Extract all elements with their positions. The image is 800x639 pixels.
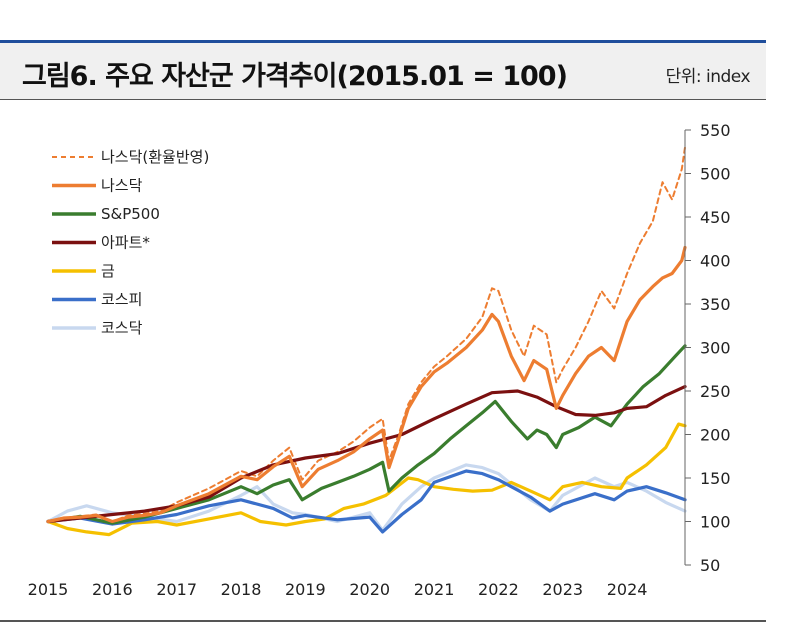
plot-area: [46, 146, 687, 537]
top-rule: [0, 40, 766, 43]
x-tick-label: 2022: [478, 580, 519, 599]
y-tick-label: 500: [700, 165, 731, 184]
series-line-kosdaq: [46, 463, 687, 532]
legend-label-apart: 아파트*: [101, 234, 150, 252]
y-tick-label: 550: [700, 121, 731, 140]
series-line-nasdaq: [46, 245, 687, 524]
series-line-kospi: [46, 469, 687, 534]
x-tick-label: 2019: [285, 580, 326, 599]
y-tick-label: 200: [700, 426, 731, 445]
legend-label-gold: 금: [101, 262, 115, 280]
x-tick-label: 2020: [349, 580, 390, 599]
legend-label-sp500: S&P500: [101, 205, 160, 223]
y-tick-label: 450: [700, 208, 731, 227]
y-axis: 50 100 150 200 250 300 350 400 450 500 550: [684, 121, 731, 575]
figure-title: 그림6. 주요 자산군 가격추이(2015.01 = 100): [22, 61, 568, 92]
y-tick-label: 400: [700, 252, 731, 271]
unit-label: 단위: index: [665, 67, 751, 87]
x-tick-label: 2016: [92, 580, 133, 599]
legend-label-kosdaq: 코스닥: [101, 319, 143, 337]
bottom-rule: [0, 620, 766, 622]
y-tick-label: 100: [700, 513, 731, 532]
y-tick-label: 250: [700, 382, 731, 401]
y-tick-label: 300: [700, 339, 731, 358]
legend-label-nasdaq: 나스닥: [101, 177, 143, 195]
x-axis: 2015 2016 2017 2018 2019 2020 2021 2022 2023 2024: [28, 580, 648, 599]
y-tick-label: 350: [700, 295, 731, 314]
legend-label-kospi: 코스피: [101, 291, 142, 309]
series-line-gold: [46, 422, 687, 537]
x-tick-label: 2021: [414, 580, 455, 599]
figure-header: 그림6. 주요 자산군 가격추이(2015.01 = 100) 단위: inde…: [0, 43, 766, 100]
x-tick-label: 2018: [221, 580, 262, 599]
x-tick-label: 2023: [542, 580, 583, 599]
x-tick-label: 2024: [607, 580, 648, 599]
y-tick-label: 150: [700, 469, 731, 488]
series-line-sp500: [46, 344, 687, 525]
y-tick-label: 50: [700, 556, 720, 575]
legend-label-nasdaq_fx: 나스닥(환율반영): [101, 148, 209, 166]
x-tick-label: 2015: [28, 580, 69, 599]
x-tick-label: 2017: [156, 580, 197, 599]
series-line-nasdaq_fx: [47, 146, 686, 523]
